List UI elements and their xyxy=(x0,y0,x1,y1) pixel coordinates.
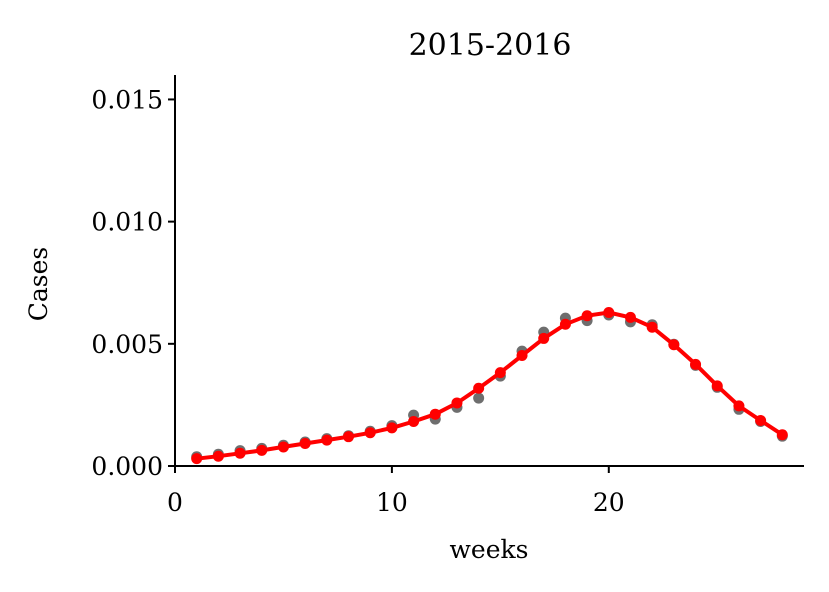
fitted-point xyxy=(212,450,224,462)
fitted-point xyxy=(256,444,268,456)
fitted-point xyxy=(646,321,658,333)
x-axis-label: weeks xyxy=(450,535,529,564)
y-tick-label: 0.000 xyxy=(91,452,163,481)
fitted-point xyxy=(711,380,723,392)
fitted-point xyxy=(733,400,745,412)
fitted-point xyxy=(581,310,593,322)
x-tick-label: 20 xyxy=(593,488,625,517)
fitted-line xyxy=(196,310,784,461)
axes: 0 10 20 0.000 0.005 0.010 0.015 xyxy=(91,75,804,517)
plot-area xyxy=(191,307,788,465)
fitted-point xyxy=(494,367,506,379)
x-tick-label: 10 xyxy=(376,488,408,517)
fitted-point xyxy=(234,447,246,459)
fitted-point xyxy=(343,431,355,443)
fitted-point xyxy=(277,441,289,453)
fitted-point xyxy=(299,438,311,450)
fitted-point xyxy=(624,311,636,323)
fitted-point xyxy=(776,429,788,441)
y-tick-label: 0.005 xyxy=(91,330,163,359)
fitted-point xyxy=(538,332,550,344)
fitted-point xyxy=(690,358,702,370)
y-tick-label: 0.015 xyxy=(91,85,163,114)
fitted-point xyxy=(473,382,485,394)
fitted-point xyxy=(451,397,463,409)
fitted-point xyxy=(603,307,615,319)
fitted-point xyxy=(321,434,333,446)
y-axis-label: Cases xyxy=(24,247,53,322)
fitted-point xyxy=(668,339,680,351)
y-tick-label: 0.010 xyxy=(91,208,163,237)
fitted-point xyxy=(386,422,398,434)
observed-point xyxy=(473,392,485,404)
x-tick-label: 0 xyxy=(167,488,183,517)
fitted-point xyxy=(559,318,571,330)
chart-title: 2015-2016 xyxy=(409,28,572,63)
fitted-point xyxy=(429,408,441,420)
fitted-point xyxy=(755,415,767,427)
fitted-point xyxy=(364,427,376,439)
fitted-point xyxy=(191,453,203,465)
fitted-point xyxy=(408,416,420,428)
fitted-point xyxy=(516,350,528,362)
